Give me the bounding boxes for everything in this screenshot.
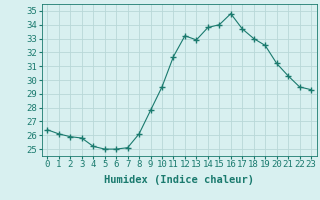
X-axis label: Humidex (Indice chaleur): Humidex (Indice chaleur) [104, 175, 254, 185]
